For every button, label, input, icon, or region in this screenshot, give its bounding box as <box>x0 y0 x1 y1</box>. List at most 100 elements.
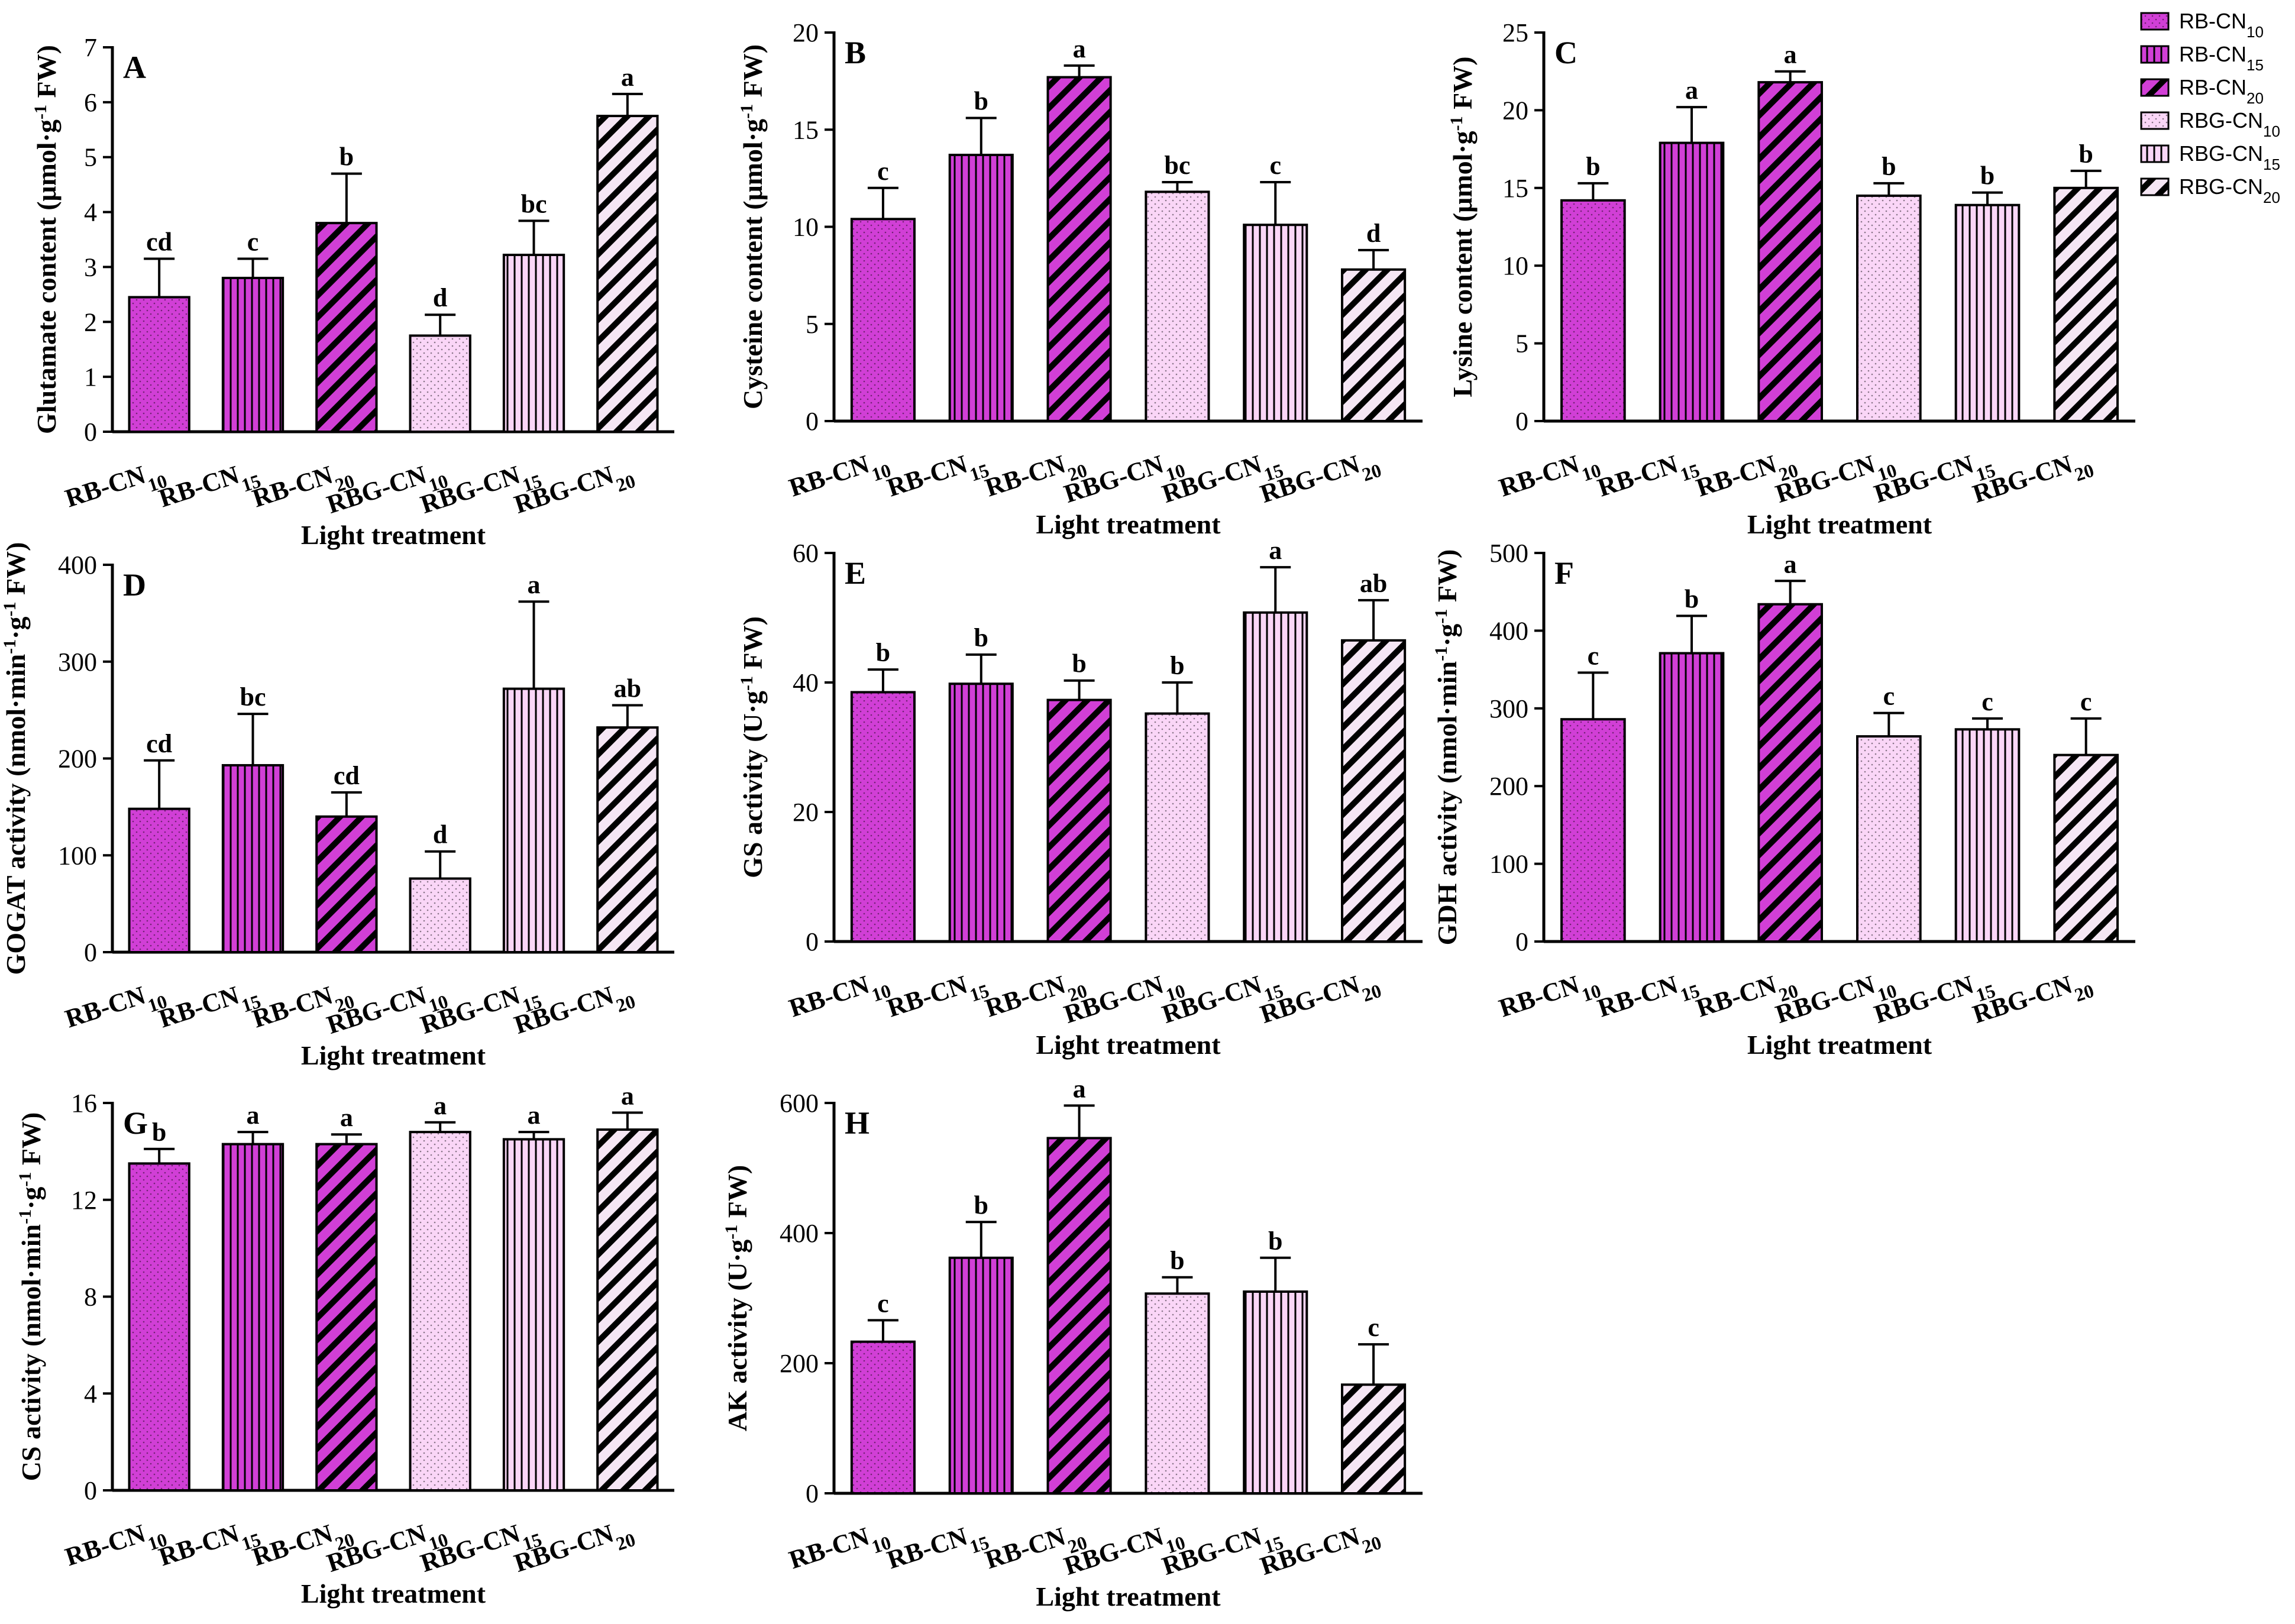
significance-letter: a <box>1685 76 1698 105</box>
bar-rb-cn20 <box>1757 603 1823 943</box>
y-tick-label: 8 <box>84 1283 97 1312</box>
y-tick-label: 25 <box>1502 18 1528 47</box>
significance-letter: c <box>877 1289 889 1318</box>
bar-rb-cn10 <box>850 218 916 422</box>
bar-rbg-cn20 <box>596 1128 659 1492</box>
bar-rb-cn10 <box>128 1162 190 1492</box>
x-tick-label: RB-CN15 <box>156 1513 264 1580</box>
y-tick-label: 15 <box>1502 174 1528 203</box>
x-axis-label: Light treatment <box>1747 509 1932 539</box>
chart-panel-e: 0 20 40 60 E GS activity (U·g-1 FW) b RB-CN10 b R… <box>737 536 1423 1060</box>
y-tick-label: 0 <box>1515 927 1528 956</box>
bar-rb-cn20 <box>1046 76 1112 422</box>
y-tick-label: 0 <box>806 1479 819 1508</box>
x-tick-label: RB-CN10 <box>62 1513 170 1580</box>
significance-letter: b <box>974 1190 988 1219</box>
chart-panel-b: 0 5 10 15 20 B Cysteine content (μmol·g-1 FW) c… <box>737 18 1423 539</box>
significance-letter: b <box>1586 152 1600 181</box>
significance-letter: c <box>1982 687 1993 716</box>
y-tick-label: 0 <box>1515 407 1528 436</box>
significance-letter: a <box>528 1101 541 1130</box>
y-tick-label: 16 <box>71 1089 97 1118</box>
bar-rbg-cn10 <box>1856 735 1922 943</box>
bar-rbg-cn20 <box>1341 268 1407 422</box>
x-tick-label: RB-CN15 <box>884 1516 992 1583</box>
x-axis-label: Light treatment <box>1036 509 1221 539</box>
y-tick-label: 15 <box>793 115 819 144</box>
bar-rb-cn20 <box>315 222 378 433</box>
bar-rb-cn10 <box>850 691 916 943</box>
legend-entry: RBG-CN20 <box>2179 174 2280 206</box>
bar-rb-cn10 <box>128 807 190 954</box>
x-tick-label: RB-CN10 <box>1495 964 1604 1031</box>
x-tick-label: RBG-CN20 <box>1257 964 1384 1037</box>
significance-letter: a <box>247 1101 260 1130</box>
significance-letter: a <box>1073 1074 1086 1103</box>
bar-rbg-cn15 <box>502 687 565 953</box>
x-tick-label: RB-CN15 <box>884 964 992 1031</box>
y-tick-label: 7 <box>84 33 97 62</box>
x-tick-label: RB-CN15 <box>156 454 264 522</box>
y-tick-label: 200 <box>1489 772 1528 801</box>
y-tick-label: 200 <box>58 745 97 774</box>
panel-letter: B <box>845 35 866 70</box>
legend-swatch <box>2140 144 2170 163</box>
x-tick-label: RBG-CN20 <box>1969 964 2096 1037</box>
bar-rbg-cn10 <box>1145 712 1210 943</box>
chart-panel-h: 0 200 400 600 H AK activity (U·g-1 FW) c RB-CN1… <box>722 1074 1423 1612</box>
y-tick-label: 20 <box>793 798 819 827</box>
y-axis-label: Glutamate content (μmol·g-1 FW) <box>31 45 62 434</box>
significance-letter: ab <box>1360 569 1387 598</box>
y-tick-label: 400 <box>58 551 97 580</box>
panel-letter: C <box>1554 35 1578 70</box>
significance-letter: a <box>621 63 634 92</box>
x-tick-label: RBG-CN20 <box>510 1513 638 1586</box>
bar-rbg-cn20 <box>596 726 659 953</box>
x-tick-label: RB-CN10 <box>786 444 894 511</box>
y-tick-label: 5 <box>806 310 819 339</box>
y-tick-label: 3 <box>84 253 97 282</box>
y-tick-label: 10 <box>793 213 819 242</box>
y-axis-label: GOGAT activity (nmol·min-1·g-1 FW) <box>0 542 31 975</box>
x-tick-label: RBG-CN20 <box>510 454 638 528</box>
y-tick-label: 200 <box>780 1349 819 1378</box>
bar-rbg-cn15 <box>1954 728 2021 943</box>
bar-rb-cn20 <box>1046 698 1112 943</box>
significance-letter: cd <box>146 729 172 758</box>
bar-rbg-cn10 <box>409 1131 471 1492</box>
significance-letter: bc <box>521 189 547 218</box>
x-tick-label: RBG-CN20 <box>510 975 638 1048</box>
chart-panel-c: 0 5 10 15 20 25 C Lysine content (μmol·g-1 FW) b… <box>1447 18 2135 539</box>
x-tick-label: RB-CN15 <box>1594 964 1702 1031</box>
significance-letter: b <box>1170 651 1184 680</box>
y-tick-label: 300 <box>1489 694 1528 723</box>
legend-entry: RB-CN10 <box>2179 9 2264 41</box>
chart-panel-d: 0 100 200 300 400 D GOGAT activity (nmol·min-1… <box>0 542 674 1070</box>
significance-letter: b <box>152 1118 166 1147</box>
bar-rb-cn15 <box>948 1256 1014 1495</box>
x-axis-label: Light treatment <box>1036 1581 1221 1612</box>
significance-letter: d <box>433 283 447 312</box>
significance-letter: b <box>1072 649 1086 678</box>
x-tick-label: RB-CN10 <box>786 964 894 1031</box>
x-axis-label: Light treatment <box>301 1578 486 1609</box>
bar-rbg-cn15 <box>1243 224 1308 422</box>
bar-rbg-cn10 <box>1856 194 1922 422</box>
bar-rbg-cn10 <box>409 334 471 433</box>
bar-rbg-cn10 <box>1145 190 1210 422</box>
legend-entry: RB-CN15 <box>2179 42 2264 74</box>
y-tick-label: 1 <box>84 363 97 392</box>
x-tick-label: RBG-CN20 <box>1257 444 1384 517</box>
legend-entry: RBG-CN10 <box>2179 108 2280 140</box>
significance-letter: bc <box>240 682 266 711</box>
bar-rb-cn20 <box>315 1143 378 1492</box>
legend-entry: RBG-CN15 <box>2179 141 2280 173</box>
y-tick-label: 4 <box>84 198 97 227</box>
significance-letter: d <box>1366 219 1381 248</box>
y-tick-label: 300 <box>58 648 97 677</box>
legend: RB-CN10RB-CN15RB-CN20RBG-CN10RBG-CN15RBG… <box>2140 9 2280 206</box>
bar-rbg-cn15 <box>1243 611 1308 943</box>
x-tick-label: RBG-CN20 <box>1969 444 2096 517</box>
significance-letter: bc <box>1164 151 1190 180</box>
